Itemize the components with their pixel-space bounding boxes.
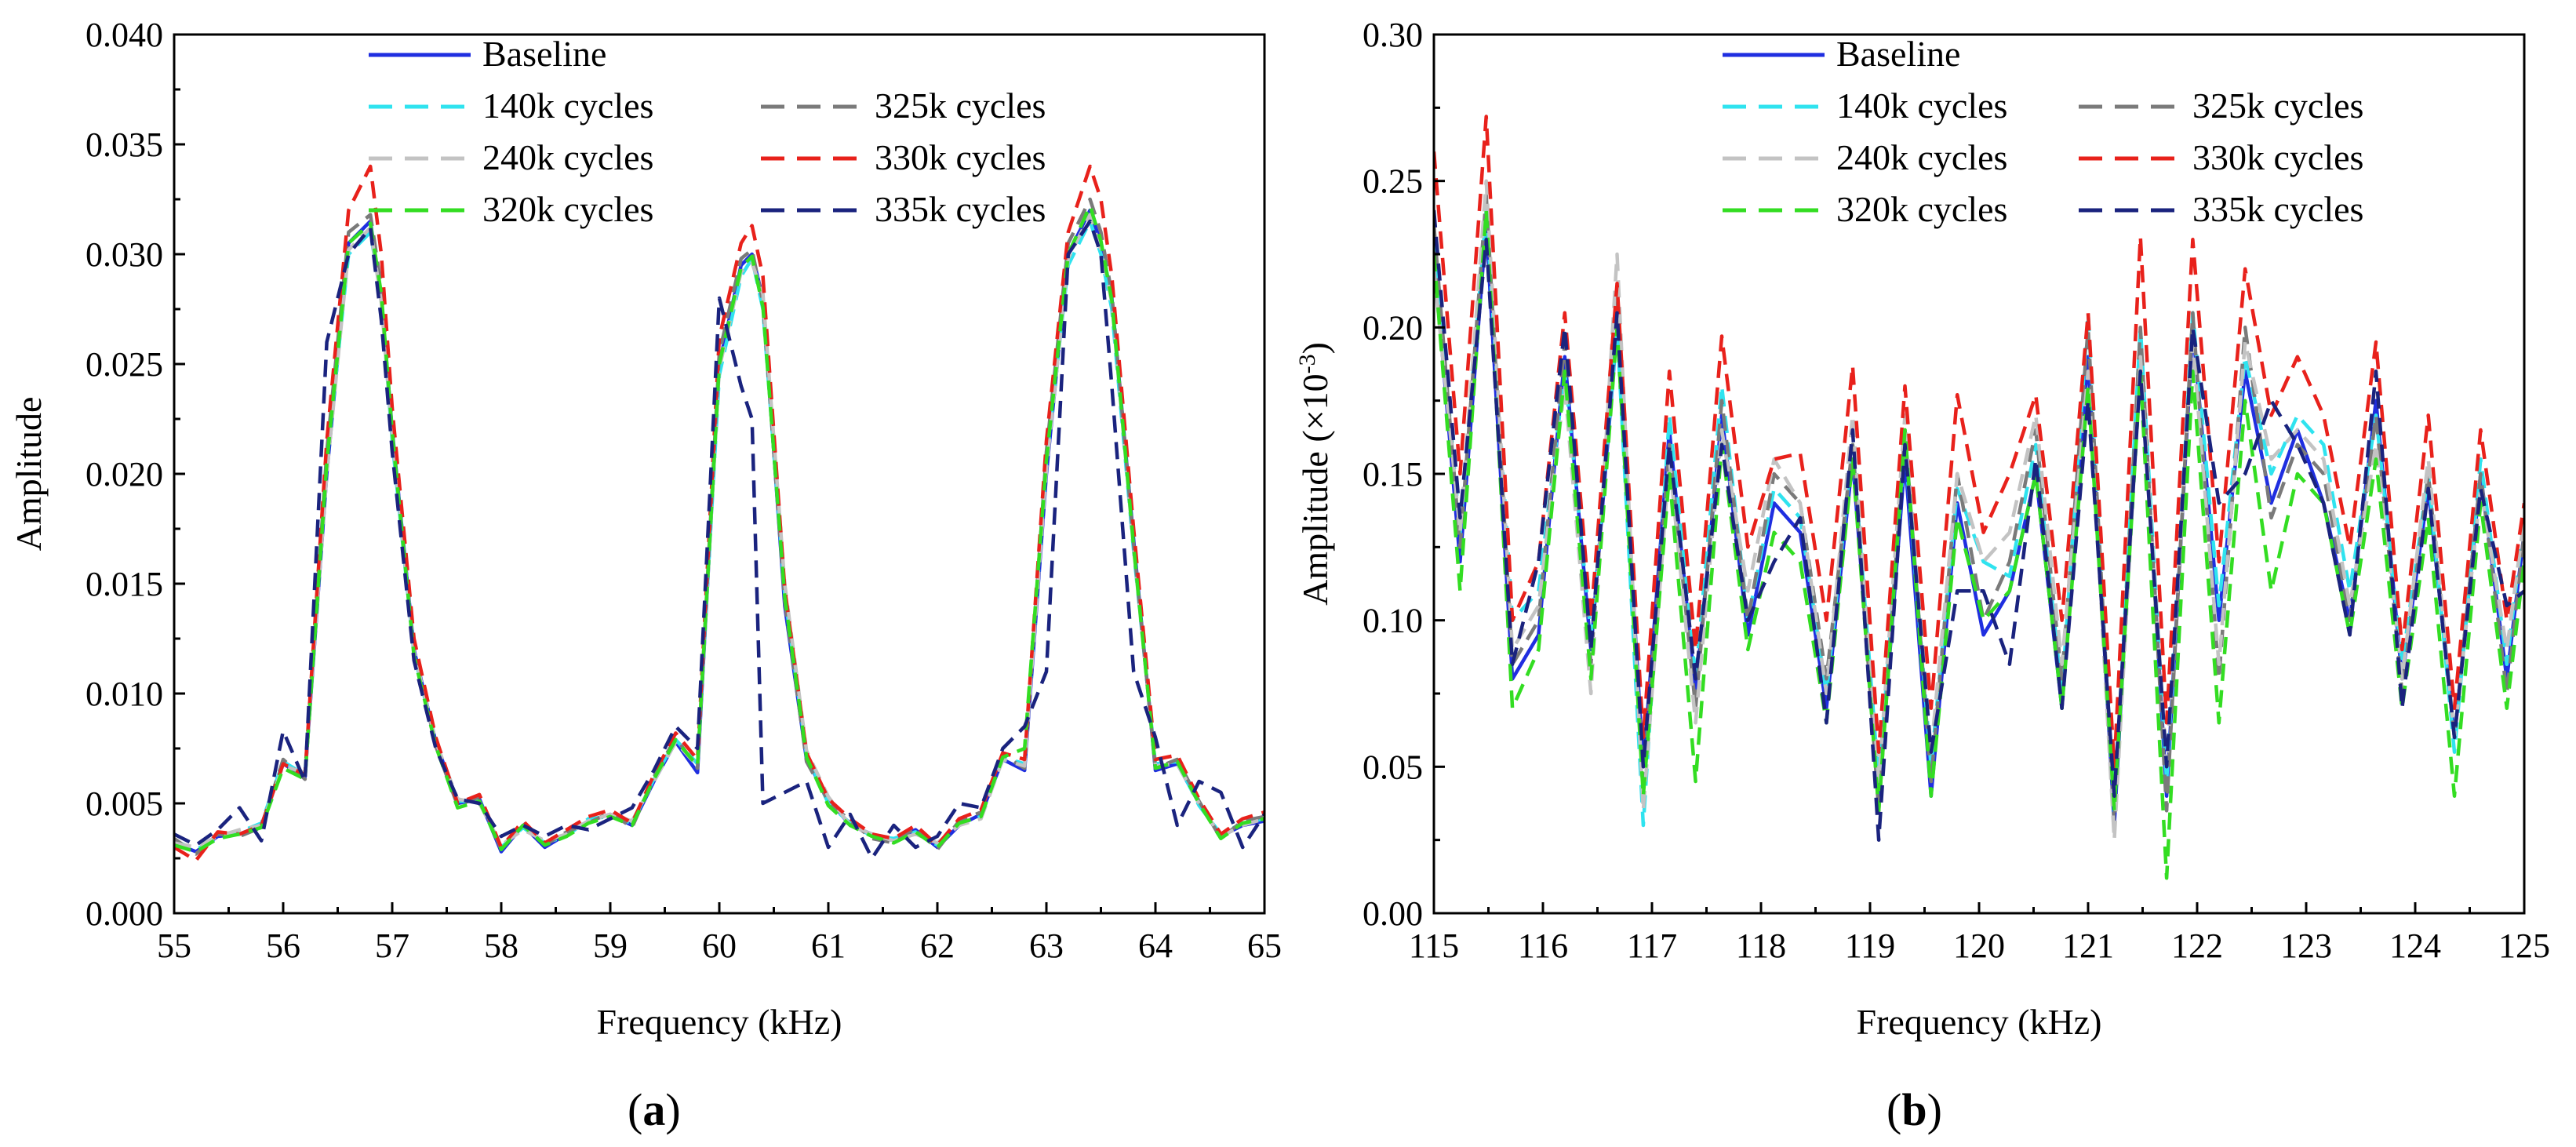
chart-panel-b: 115 116 117 118 119 120 121 122 123 124 125 0.00 0.0… [1294,16,2551,1135]
series-line-330k-cycles [174,164,1264,863]
y-tick-label: 0.025 [86,345,163,384]
x-tick-label: 59 [593,927,628,965]
x-axis-title-b: Frequency (kHz) [1857,1002,2102,1042]
y-tick-label: 0.15 [1363,455,1423,493]
y-tick-label: 0.00 [1363,894,1423,933]
legend-label: 335k cycles [875,189,1046,229]
series-layer-a [174,164,1264,863]
x-tick-label: 115 [1409,927,1459,965]
y-tick-label: 0.020 [86,455,163,493]
legend-item-320k-cycles: 320k cycles [1723,189,2007,229]
legend-item-240k-cycles: 240k cycles [1723,137,2007,177]
series-line-baseline [174,208,1264,854]
y-tick-label: 0.030 [86,235,163,274]
x-axis-title-a: Frequency (kHz) [597,1002,842,1042]
y-tick-label: 0.10 [1363,602,1423,640]
series-line-320k-cycles [174,204,1264,854]
series-line-240k-cycles [1434,179,2524,842]
x-tick-label: 63 [1029,927,1064,965]
x-tick-label: 123 [2280,927,2332,965]
series-line-240k-cycles [174,213,1264,850]
series-line-140k-cycles [1434,208,2524,828]
x-tick-label: 64 [1138,927,1173,965]
y-tick-label: 0.005 [86,785,163,823]
x-tick-label: 120 [1953,927,2005,965]
y-tick-label: 0.040 [86,16,163,54]
legend-item-140k-cycles: 140k cycles [369,86,653,126]
y-tick-label: 0.25 [1363,162,1423,201]
legend-a: Baseline 140k cycles 325k cycles 240k cycle… [369,34,1046,229]
x-tick-label: 57 [375,927,409,965]
y-tick-label: 0.010 [86,675,163,713]
series-line-330k-cycles [1434,115,2524,769]
legend-item-240k-cycles: 240k cycles [369,137,653,177]
legend-label: 325k cycles [875,86,1046,126]
legend-label: 320k cycles [1836,189,2007,229]
legend-label: 325k cycles [2192,86,2363,126]
y-tick-label: 0.20 [1363,308,1423,347]
chart-panel-a: 55 56 57 58 59 60 61 62 63 64 65 0.000 0.005 0.010 0.0… [9,16,1282,1135]
legend-label: 330k cycles [2192,137,2363,177]
x-tick-label: 55 [157,927,191,965]
legend-label: Baseline [482,34,606,74]
axes-a [173,33,1266,915]
legend-label: 240k cycles [1836,137,2007,177]
y-tick-label: 0.015 [86,565,163,603]
legend-b: Baseline 140k cycles 325k cycles 240k cycle… [1723,34,2363,229]
x-tick-label: 60 [702,927,737,965]
legend-label: 335k cycles [2192,189,2363,229]
y-tick-label: 0.000 [86,894,163,933]
legend-item-140k-cycles: 140k cycles [1723,86,2007,126]
x-tick-label: 61 [811,927,846,965]
legend-item-325k-cycles: 325k cycles [761,86,1046,126]
x-tick-label: 58 [484,927,518,965]
y-tick-label: 0.035 [86,126,163,164]
legend-item-335k-cycles: 335k cycles [2079,189,2363,229]
series-line-335k-cycles [1434,209,2524,842]
x-tick-label: 125 [2498,927,2550,965]
legend-label: 240k cycles [482,137,653,177]
x-tick-label: 56 [266,927,300,965]
legend-label: 320k cycles [482,189,653,229]
y-axis-title-a: Amplitude [9,397,49,552]
ticks-a: 55 56 57 58 59 60 61 62 63 64 65 0.000 0.005 0.010 0.0… [86,16,1282,965]
legend-label: 140k cycles [1836,86,2007,126]
legend-label: 140k cycles [482,86,653,126]
x-tick-label: 122 [2171,927,2223,965]
legend-item-baseline: Baseline [1723,34,1960,74]
x-tick-label: 124 [2389,927,2441,965]
x-tick-label: 116 [1518,927,1568,965]
legend-item-320k-cycles: 320k cycles [369,189,653,229]
x-tick-label: 119 [1845,927,1895,965]
y-tick-label: 0.30 [1363,16,1423,54]
x-tick-label: 62 [920,927,955,965]
legend-item-330k-cycles: 330k cycles [761,137,1046,177]
legend-label: 330k cycles [875,137,1046,177]
y-axis-title-b: Amplitude (×10-3) [1294,342,1336,606]
series-line-325k-cycles [174,197,1264,856]
legend-item-335k-cycles: 335k cycles [761,189,1046,229]
legend-item-325k-cycles: 325k cycles [2079,86,2363,126]
ticks-b: 115 116 117 118 119 120 121 122 123 124 125 0.00 0.0… [1363,16,2550,965]
legend-label: Baseline [1836,34,1960,74]
y-tick-label: 0.05 [1363,748,1423,786]
panel-label-a: (a) [628,1084,681,1135]
series-layer-b [1434,115,2524,880]
x-tick-label: 118 [1736,927,1786,965]
x-tick-label: 117 [1627,927,1677,965]
legend-item-baseline: Baseline [369,34,606,74]
plot-frame-a [173,33,1266,915]
x-tick-label: 65 [1247,927,1282,965]
panel-label-b: (b) [1887,1084,1942,1135]
legend-item-330k-cycles: 330k cycles [2079,137,2363,177]
x-tick-label: 121 [2062,927,2114,965]
